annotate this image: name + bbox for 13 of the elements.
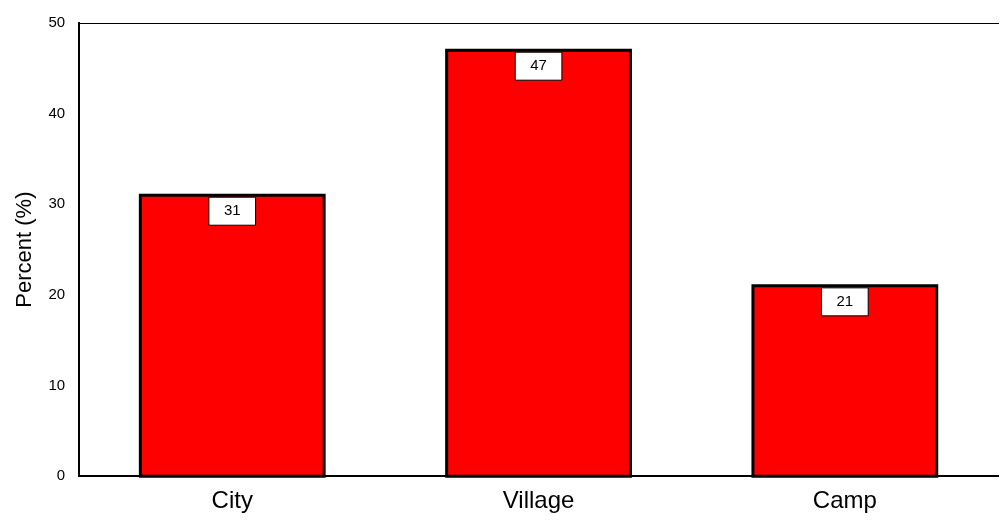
y-tick-label: 40 <box>48 103 66 121</box>
y-tick-label: 50 <box>48 13 66 31</box>
y-tick-label: 10 <box>48 375 66 393</box>
data-label: 47 <box>530 56 547 74</box>
y-tick-label: 20 <box>48 285 66 303</box>
y-tick-label: 30 <box>48 194 66 212</box>
y-axis-title: Percent (%) <box>11 191 37 308</box>
data-label: 21 <box>836 292 854 309</box>
x-tick-label: Camp <box>812 486 877 514</box>
x-tick-label: Village <box>502 486 575 514</box>
data-label: 31 <box>223 201 241 219</box>
x-tick-label: City <box>211 486 253 514</box>
y-tick-label: 0 <box>56 466 66 484</box>
